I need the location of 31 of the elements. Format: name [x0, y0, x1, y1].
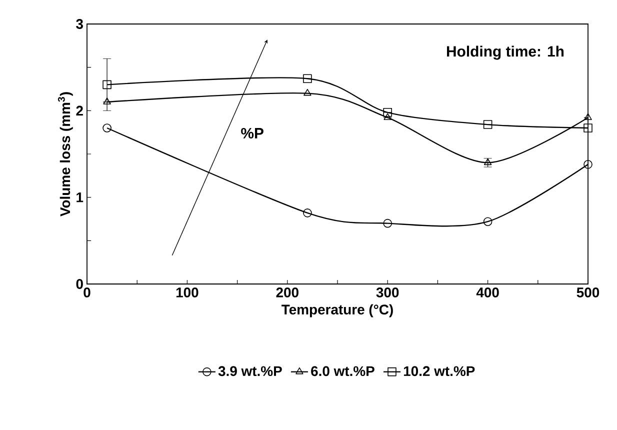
legend-label: 3.9 wt.%P — [218, 366, 282, 376]
x-tick-label: 400 — [476, 288, 499, 298]
legend-label: 10.2 wt.%P — [404, 366, 475, 376]
x-tick-label: 0 — [84, 288, 90, 298]
y-axis-title: Volume loss (mm$^{3}$) — [58, 92, 73, 216]
point — [102, 80, 112, 90]
y-tick-label: 2 — [76, 106, 83, 116]
point — [383, 218, 392, 228]
point — [584, 113, 592, 120]
point — [303, 74, 312, 83]
point — [383, 108, 392, 117]
annotation: %P — [241, 128, 264, 138]
point — [483, 217, 492, 226]
y-tick-label: 3 — [76, 19, 83, 29]
point — [484, 158, 492, 166]
point — [303, 208, 312, 218]
x-axis-title: Temperature (°C) — [282, 304, 393, 318]
point — [584, 124, 592, 132]
x-tick-label: 100 — [176, 288, 198, 298]
legend-label: 6.0 wt.%P — [311, 366, 374, 376]
annotation: Holding time: 1h — [447, 46, 564, 60]
x-tick-label: 500 — [576, 288, 600, 298]
y-tick-label: 1 — [76, 192, 84, 202]
point — [304, 88, 312, 96]
point — [483, 120, 492, 129]
point — [584, 160, 592, 169]
point — [103, 98, 111, 104]
x-tick-label: 200 — [276, 288, 298, 298]
x-tick-label: 300 — [376, 288, 399, 298]
point — [102, 124, 112, 132]
y-tick-label: 0 — [76, 279, 83, 289]
